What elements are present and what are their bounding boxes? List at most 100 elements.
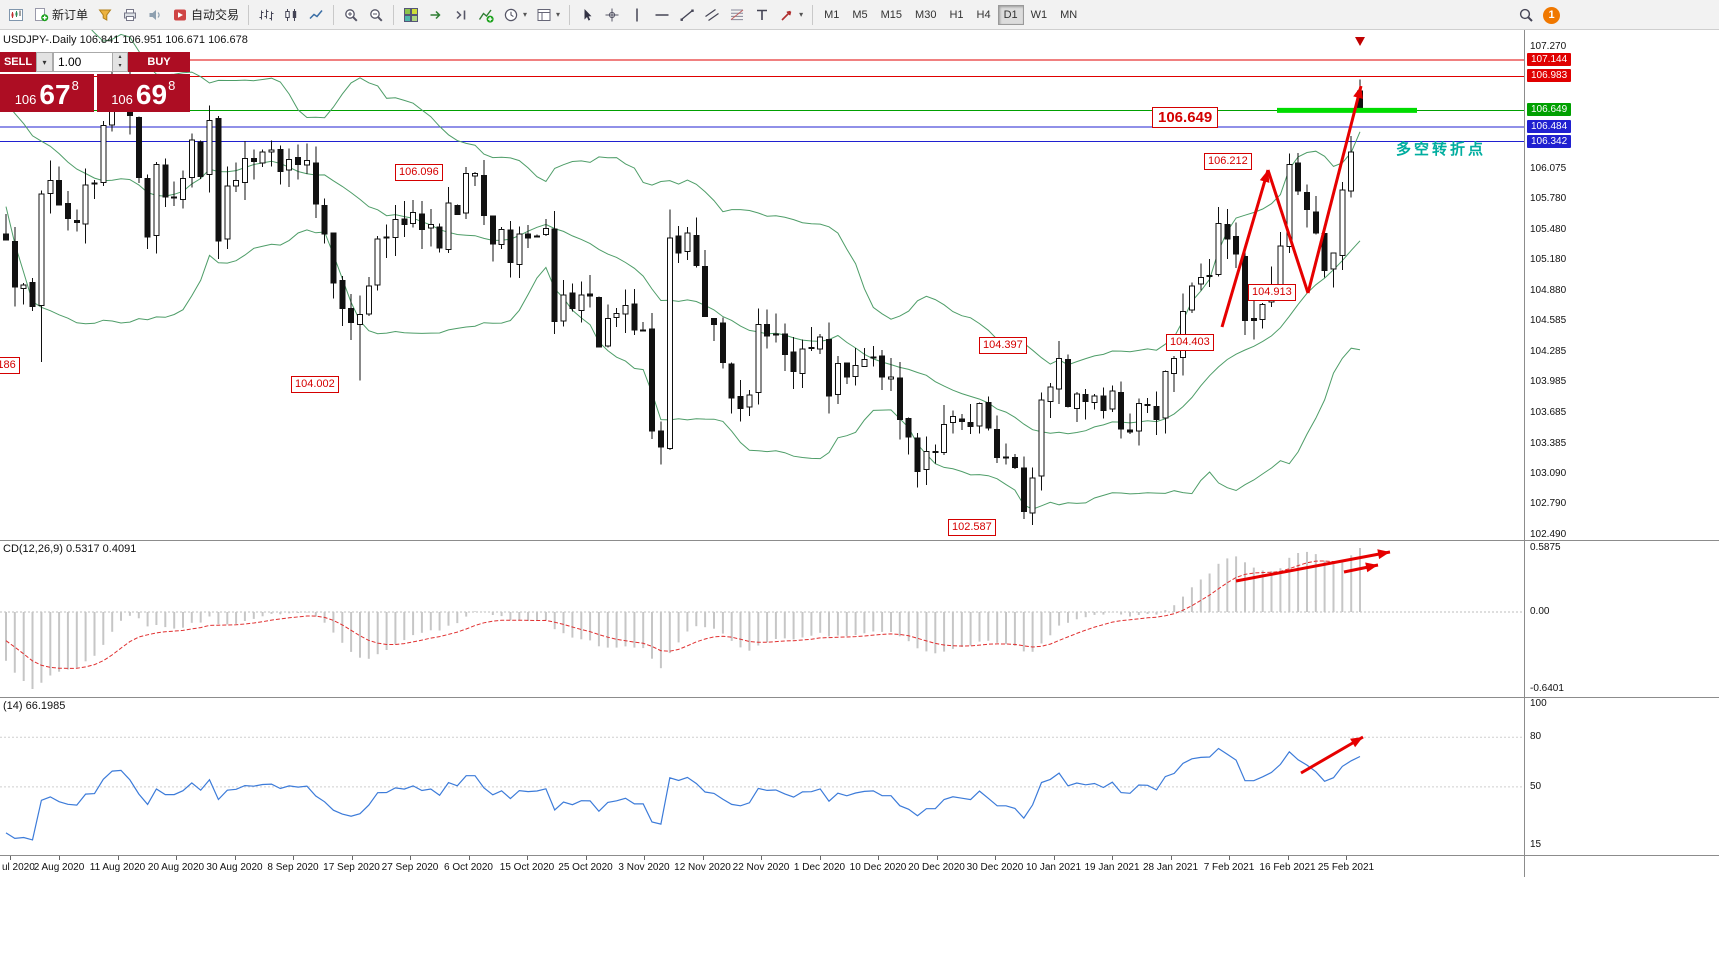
bar-chart-button[interactable] [254,3,278,27]
timeframe-mn[interactable]: MN [1060,8,1078,21]
rsi-label: (14) 66.1985 [3,700,66,712]
price-axis-tick: 103.090 [1530,467,1567,479]
tile-windows-button[interactable] [399,3,423,27]
time-axis-label: 28 Jan 2021 [1142,862,1199,873]
price-axis-tag: 106.649 [1527,103,1572,117]
text-button[interactable] [750,3,774,27]
timeframe-h1[interactable]: H1 [949,8,964,21]
price-axis-tick: 104.880 [1530,285,1567,296]
chart-shift-button[interactable] [449,3,473,27]
buy-button[interactable]: BUY [128,52,190,72]
search-button[interactable] [1514,3,1538,27]
sell-button[interactable]: SELL [0,52,36,72]
timeframe-w1[interactable]: W1 [1030,8,1048,21]
price-label[interactable]: 106.096 [395,164,443,181]
line-chart-button[interactable] [304,3,328,27]
vertical-line-icon [629,7,645,23]
time-axis-label: ul 2020 [2,862,35,873]
price-label[interactable]: 104.403 [1166,334,1214,351]
price-label[interactable]: 106.212 [1204,153,1252,170]
trendline-button[interactable] [675,3,699,27]
timeframe-d1[interactable]: D1 [997,4,1024,25]
price-label[interactable]: 102.587 [948,519,996,536]
price-axis-tick: 104.285 [1530,345,1567,357]
main-chart-panel: USDJPY-.Daily 106.841 106.951 106.671 10… [0,30,1524,540]
auto-scroll-button[interactable] [424,3,448,27]
chevron-down-icon: ▾ [523,10,528,19]
time-axis-tick [1170,856,1172,860]
macd-histogram [5,548,1361,689]
new-order-label: 新订单 [52,8,89,22]
timeframe-m15[interactable]: M15 [880,8,903,21]
timeframe-m1[interactable]: M1 [824,8,840,21]
zoom-in-button[interactable] [339,3,363,27]
price-label[interactable]: 104.002 [291,376,339,393]
price-label[interactable]: 104.913 [1248,284,1296,301]
alerts-button[interactable] [143,3,167,27]
price-chart-canvas[interactable] [0,30,1524,540]
price-label[interactable]: 104.186 [0,357,20,374]
indicators-button[interactable] [474,3,498,27]
notification-badge[interactable]: 1 [1543,6,1560,24]
print-button[interactable] [118,3,142,27]
down-arrow-marker [1355,37,1365,46]
time-axis-label: 16 Feb 2021 [1259,862,1316,873]
templates-button[interactable]: ▾ [532,3,564,27]
zoom-out-button[interactable] [364,3,388,27]
price-axis-tick: 103.385 [1530,437,1567,449]
horizontal-line-button[interactable] [650,3,674,27]
chevron-down-icon: ▾ [113,62,127,71]
candlestick-chart-button[interactable] [279,3,303,27]
zoom-in-icon [343,7,359,23]
cursor-button[interactable] [575,3,599,27]
price-scale[interactable]: 107.270 106.075 105.780 105.480 105.180 104.8… [1525,30,1719,855]
timeframe-m30[interactable]: M30 [915,8,937,21]
price-axis-tick: 103.685 [1530,407,1567,418]
periods-button[interactable]: ▾ [499,3,531,27]
sell-price[interactable]: 106 67 8 [0,74,94,112]
price-label[interactable]: 106.649 [1152,107,1219,128]
price-scale-divider[interactable] [1524,30,1525,877]
rsi-axis-tick: 80 [1530,731,1542,743]
volume-input[interactable] [53,52,113,72]
time-axis-label: 20 Dec 2020 [908,862,965,873]
rsi-canvas[interactable] [0,697,1524,855]
time-axis-tick [1346,856,1347,860]
time-axis-label: 15 Oct 2020 [499,862,555,873]
macd-canvas[interactable] [0,540,1524,697]
sell-price-figure: 106 [14,91,37,107]
sell-dropdown[interactable]: ▾ [36,52,53,72]
chevron-up-icon: ▴ [113,53,127,62]
time-axis-label: 6 Oct 2020 [444,862,493,873]
chart-annotation-text[interactable]: 多空转折点 [1396,141,1487,158]
chart-objects-layer[interactable] [1220,37,1417,328]
panel-separator[interactable] [0,697,1719,698]
time-axis-label: 19 Jan 2021 [1084,862,1140,873]
buy-price[interactable]: 106 69 8 [96,74,190,112]
template-icon [536,7,552,23]
channel-button[interactable] [700,3,724,27]
timeframe-h4[interactable]: H4 [976,8,991,21]
clock-icon [503,7,519,23]
arrows-button[interactable]: ▾ [775,3,807,27]
new-chart-button[interactable] [4,3,28,27]
panel-separator[interactable] [0,540,1719,541]
price-label[interactable]: 104.397 [979,337,1027,354]
timeframe-m5[interactable]: M5 [852,8,868,21]
new-order-button[interactable]: 新订单 [29,3,92,27]
price-axis-tick: 105.780 [1530,193,1567,205]
vertical-line-button[interactable] [625,3,649,27]
cursor-icon [579,7,595,23]
volume-stepper[interactable]: ▴ ▾ [113,52,128,72]
time-axis[interactable]: ul 2020 2 Aug 2020 11 Aug 2020 20 Aug 2020 3… [0,855,1719,877]
auto-trading-button[interactable]: 自动交易 [168,3,243,27]
time-axis-tick [1053,856,1055,860]
market-depth-button[interactable] [93,3,117,27]
price-axis-tag: 107.144 [1527,52,1572,66]
fibonacci-button[interactable] [725,3,749,27]
price-axis-tick: 104.585 [1530,315,1567,327]
time-axis-tick [585,856,587,860]
new-chart-icon [8,7,24,23]
crosshair-button[interactable] [600,3,624,27]
time-axis-tick [1287,856,1289,860]
